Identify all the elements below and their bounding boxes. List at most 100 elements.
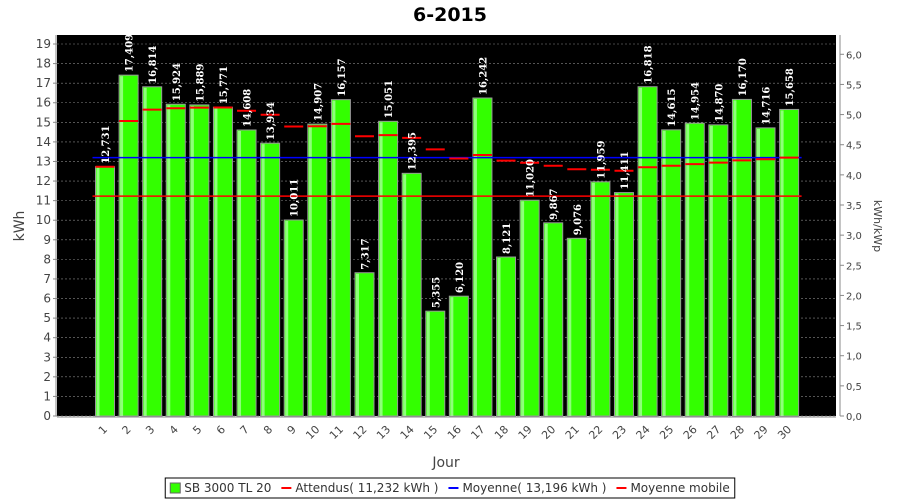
- bar-highlight: [285, 220, 289, 416]
- bar-value-label: 7,317: [360, 238, 371, 269]
- bar-value-label: 9,076: [573, 204, 584, 235]
- y2-tick-label: 2,0: [846, 291, 862, 302]
- y-tick-label: 15: [36, 115, 51, 129]
- bar: [118, 74, 139, 417]
- x-tick-label: 15: [421, 423, 440, 442]
- bar-highlight: [214, 108, 218, 417]
- y-tick-label: 14: [36, 135, 51, 149]
- x-tick-label: 4: [167, 423, 181, 437]
- y-tick-label: 16: [36, 96, 51, 110]
- bar-highlight: [355, 273, 359, 416]
- x-tick-label: 22: [586, 423, 605, 442]
- x-tick-label: 7: [238, 423, 252, 437]
- y-tick-label: 3: [43, 350, 51, 364]
- x-tick-label: 12: [351, 423, 370, 442]
- legend-item-moyenne-mobile: Moyenne mobile: [630, 481, 729, 495]
- x-tick-label: 28: [728, 423, 747, 442]
- bar-value-label: 9,867: [549, 188, 560, 219]
- bar-highlight: [662, 130, 666, 416]
- bar-value-label: 16,170: [738, 58, 749, 96]
- x-axis-label: Jour: [431, 455, 460, 471]
- bar-highlight: [686, 124, 690, 416]
- bar: [425, 310, 446, 417]
- bar-highlight: [521, 201, 525, 416]
- y2-tick-label: 4,0: [846, 171, 862, 182]
- y-tick-label: 7: [43, 272, 51, 286]
- bar-value-label: 12,395: [408, 132, 419, 170]
- y2-tick-label: 5,5: [846, 80, 862, 91]
- bar: [236, 129, 257, 417]
- bar-value-label: 14,870: [714, 84, 725, 122]
- x-tick-label: 2: [120, 423, 134, 437]
- y-tick-label: 11: [36, 194, 51, 208]
- x-tick-label: 21: [563, 423, 582, 442]
- bar-value-label: 11,020: [526, 159, 537, 197]
- bar-value-label: 14,608: [243, 89, 254, 127]
- bar: [142, 86, 163, 417]
- bar: [307, 123, 328, 417]
- y2-tick-label: 2,5: [846, 261, 862, 272]
- bar-highlight: [709, 125, 713, 416]
- bar-highlight: [426, 312, 430, 416]
- x-tick-label: 27: [704, 423, 723, 442]
- x-tick-label: 19: [516, 423, 535, 442]
- bar-value-label: 14,615: [667, 89, 678, 127]
- bar-value-label: 15,051: [384, 80, 395, 118]
- bar-highlight: [639, 87, 643, 417]
- y2-axis-label: kWh/kWp: [871, 200, 884, 252]
- legend-item-moyenne: Moyenne( 13,196 kWh ): [462, 481, 606, 495]
- bar: [519, 199, 540, 417]
- bar: [708, 124, 729, 417]
- bar: [378, 120, 399, 417]
- bar: [543, 222, 564, 417]
- y-tick-label: 1: [43, 389, 51, 403]
- bar-highlight: [238, 130, 242, 416]
- x-tick-label: 20: [539, 423, 558, 442]
- bar-value-label: 15,658: [785, 68, 796, 106]
- bar: [354, 272, 375, 417]
- legend: SB 3000 TL 20 Attendus( 11,232 kWh ) Moy…: [164, 477, 736, 499]
- bar-highlight: [450, 297, 454, 416]
- y-tick-label: 18: [36, 57, 51, 71]
- x-tick-label: 24: [634, 423, 653, 442]
- chart-title: 6-2015: [413, 4, 487, 26]
- y2-tick-label: 5,0: [846, 111, 862, 122]
- legend-item-bar: SB 3000 TL 20: [184, 481, 271, 495]
- bar-value-label: 15,889: [195, 64, 206, 102]
- bar-highlight: [403, 174, 407, 416]
- bar-highlight: [473, 99, 477, 417]
- y2-tick-label: 1,0: [846, 352, 862, 363]
- bar: [661, 129, 682, 417]
- y2-tick-label: 1,5: [846, 322, 862, 333]
- bar-highlight: [497, 258, 501, 416]
- y-tick-label: 5: [43, 311, 51, 325]
- bar: [496, 256, 517, 417]
- bar-highlight: [120, 76, 124, 416]
- bar-highlight: [167, 105, 171, 416]
- bar-highlight: [591, 182, 595, 416]
- bar-highlight: [308, 125, 312, 416]
- bar-value-label: 16,818: [644, 45, 655, 83]
- x-tick-label: 26: [681, 423, 700, 442]
- bar-highlight: [568, 239, 572, 416]
- x-tick-label: 17: [468, 423, 487, 442]
- legend-swatch-bar: [169, 482, 181, 494]
- bar: [731, 98, 752, 417]
- x-tick-label: 14: [398, 423, 417, 442]
- bar: [165, 103, 186, 417]
- bar-highlight: [733, 100, 737, 416]
- bar-value-label: 10,011: [290, 179, 301, 217]
- x-tick-label: 9: [285, 423, 299, 437]
- x-tick-label: 11: [327, 423, 346, 442]
- bar-value-label: 8,121: [502, 223, 513, 254]
- y-tick-label: 19: [36, 37, 51, 51]
- y-tick-label: 8: [43, 252, 51, 266]
- bar-value-label: 17,409: [125, 34, 136, 72]
- bar: [755, 127, 776, 417]
- x-tick-label: 1: [96, 423, 110, 437]
- x-tick-label: 29: [752, 423, 771, 442]
- legend-item-attendus: Attendus( 11,232 kWh ): [295, 481, 438, 495]
- y2-tick-label: 0,5: [846, 382, 862, 393]
- x-tick-label: 23: [610, 423, 629, 442]
